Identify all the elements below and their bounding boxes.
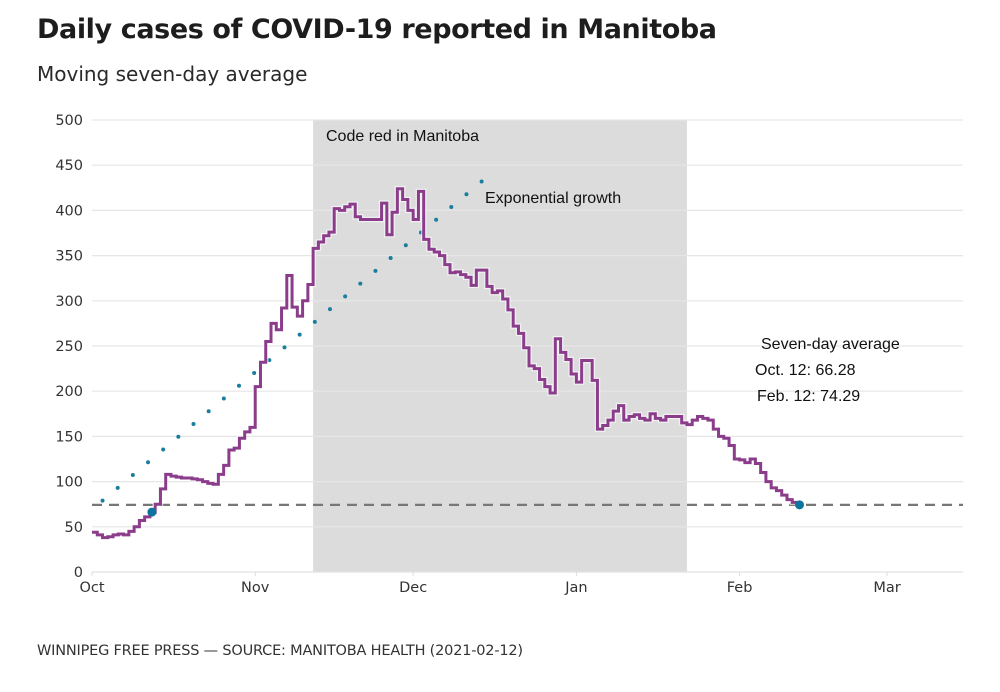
- x-tick-label: Feb: [727, 580, 753, 596]
- y-tick-label: 500: [55, 113, 83, 129]
- highlight-point: [147, 507, 157, 517]
- x-tick-label: Oct: [79, 580, 104, 596]
- exponential-growth-dot: [434, 217, 439, 222]
- exponential-growth-dot: [176, 434, 181, 439]
- exponential-growth-dot: [115, 485, 120, 490]
- annotation-oct-12: Oct. 12: 66.28: [755, 362, 856, 379]
- annotation-seven-day-average: Seven-day average: [761, 336, 900, 353]
- exponential-growth-dot: [252, 370, 257, 375]
- exponential-growth-dot: [221, 396, 226, 401]
- x-tick-label: Nov: [241, 580, 270, 596]
- x-tick-label: Jan: [564, 580, 587, 596]
- exponential-growth-dot: [191, 421, 196, 426]
- exponential-growth-dot: [479, 179, 484, 184]
- exponential-growth-dot: [100, 498, 105, 503]
- exponential-growth-dot: [282, 345, 287, 350]
- exponential-growth-dot: [236, 383, 241, 388]
- annotation-feb-12: Feb. 12: 74.29: [757, 388, 860, 405]
- exponential-growth-dot: [312, 319, 317, 324]
- chart-subtitle: Moving seven-day average: [37, 62, 308, 86]
- y-tick-label: 100: [55, 475, 83, 491]
- exponential-growth-dot: [130, 473, 135, 478]
- y-tick-label: 450: [55, 158, 83, 174]
- seven-day-average-line: [92, 187, 800, 540]
- exponential-growth-dot: [146, 460, 151, 465]
- x-tick-label: Mar: [873, 580, 900, 596]
- source-footer: WINNIPEG FREE PRESS — SOURCE: MANITOBA H…: [37, 643, 523, 659]
- exponential-growth-dot: [206, 409, 211, 414]
- exponential-growth-dot: [373, 268, 378, 273]
- annotation-code-red: Code red in Manitoba: [326, 128, 479, 145]
- exponential-growth-dot: [449, 205, 454, 210]
- y-tick-label: 50: [65, 520, 83, 536]
- y-tick-label: 350: [55, 249, 83, 265]
- exponential-growth-dot: [464, 192, 469, 197]
- exponential-growth-dot: [403, 243, 408, 248]
- exponential-growth-dot: [343, 294, 348, 299]
- chart-title: Daily cases of COVID-19 reported in Mani…: [37, 14, 717, 45]
- highlight-point: [795, 500, 805, 510]
- y-tick-label: 300: [55, 294, 83, 310]
- exponential-growth-dot: [358, 281, 363, 286]
- y-tick-label: 200: [55, 384, 83, 400]
- y-tick-label: 400: [55, 203, 83, 219]
- y-tick-label: 150: [55, 429, 83, 445]
- annotation-exponential-growth: Exponential growth: [485, 190, 621, 207]
- exponential-growth-dot: [161, 447, 166, 452]
- exponential-growth-dot: [388, 256, 393, 261]
- exponential-growth-dot: [327, 307, 332, 312]
- y-tick-label: 250: [55, 339, 83, 355]
- x-tick-label: Dec: [399, 580, 427, 596]
- exponential-growth-dot: [297, 332, 302, 337]
- y-tick-label: 0: [74, 565, 83, 581]
